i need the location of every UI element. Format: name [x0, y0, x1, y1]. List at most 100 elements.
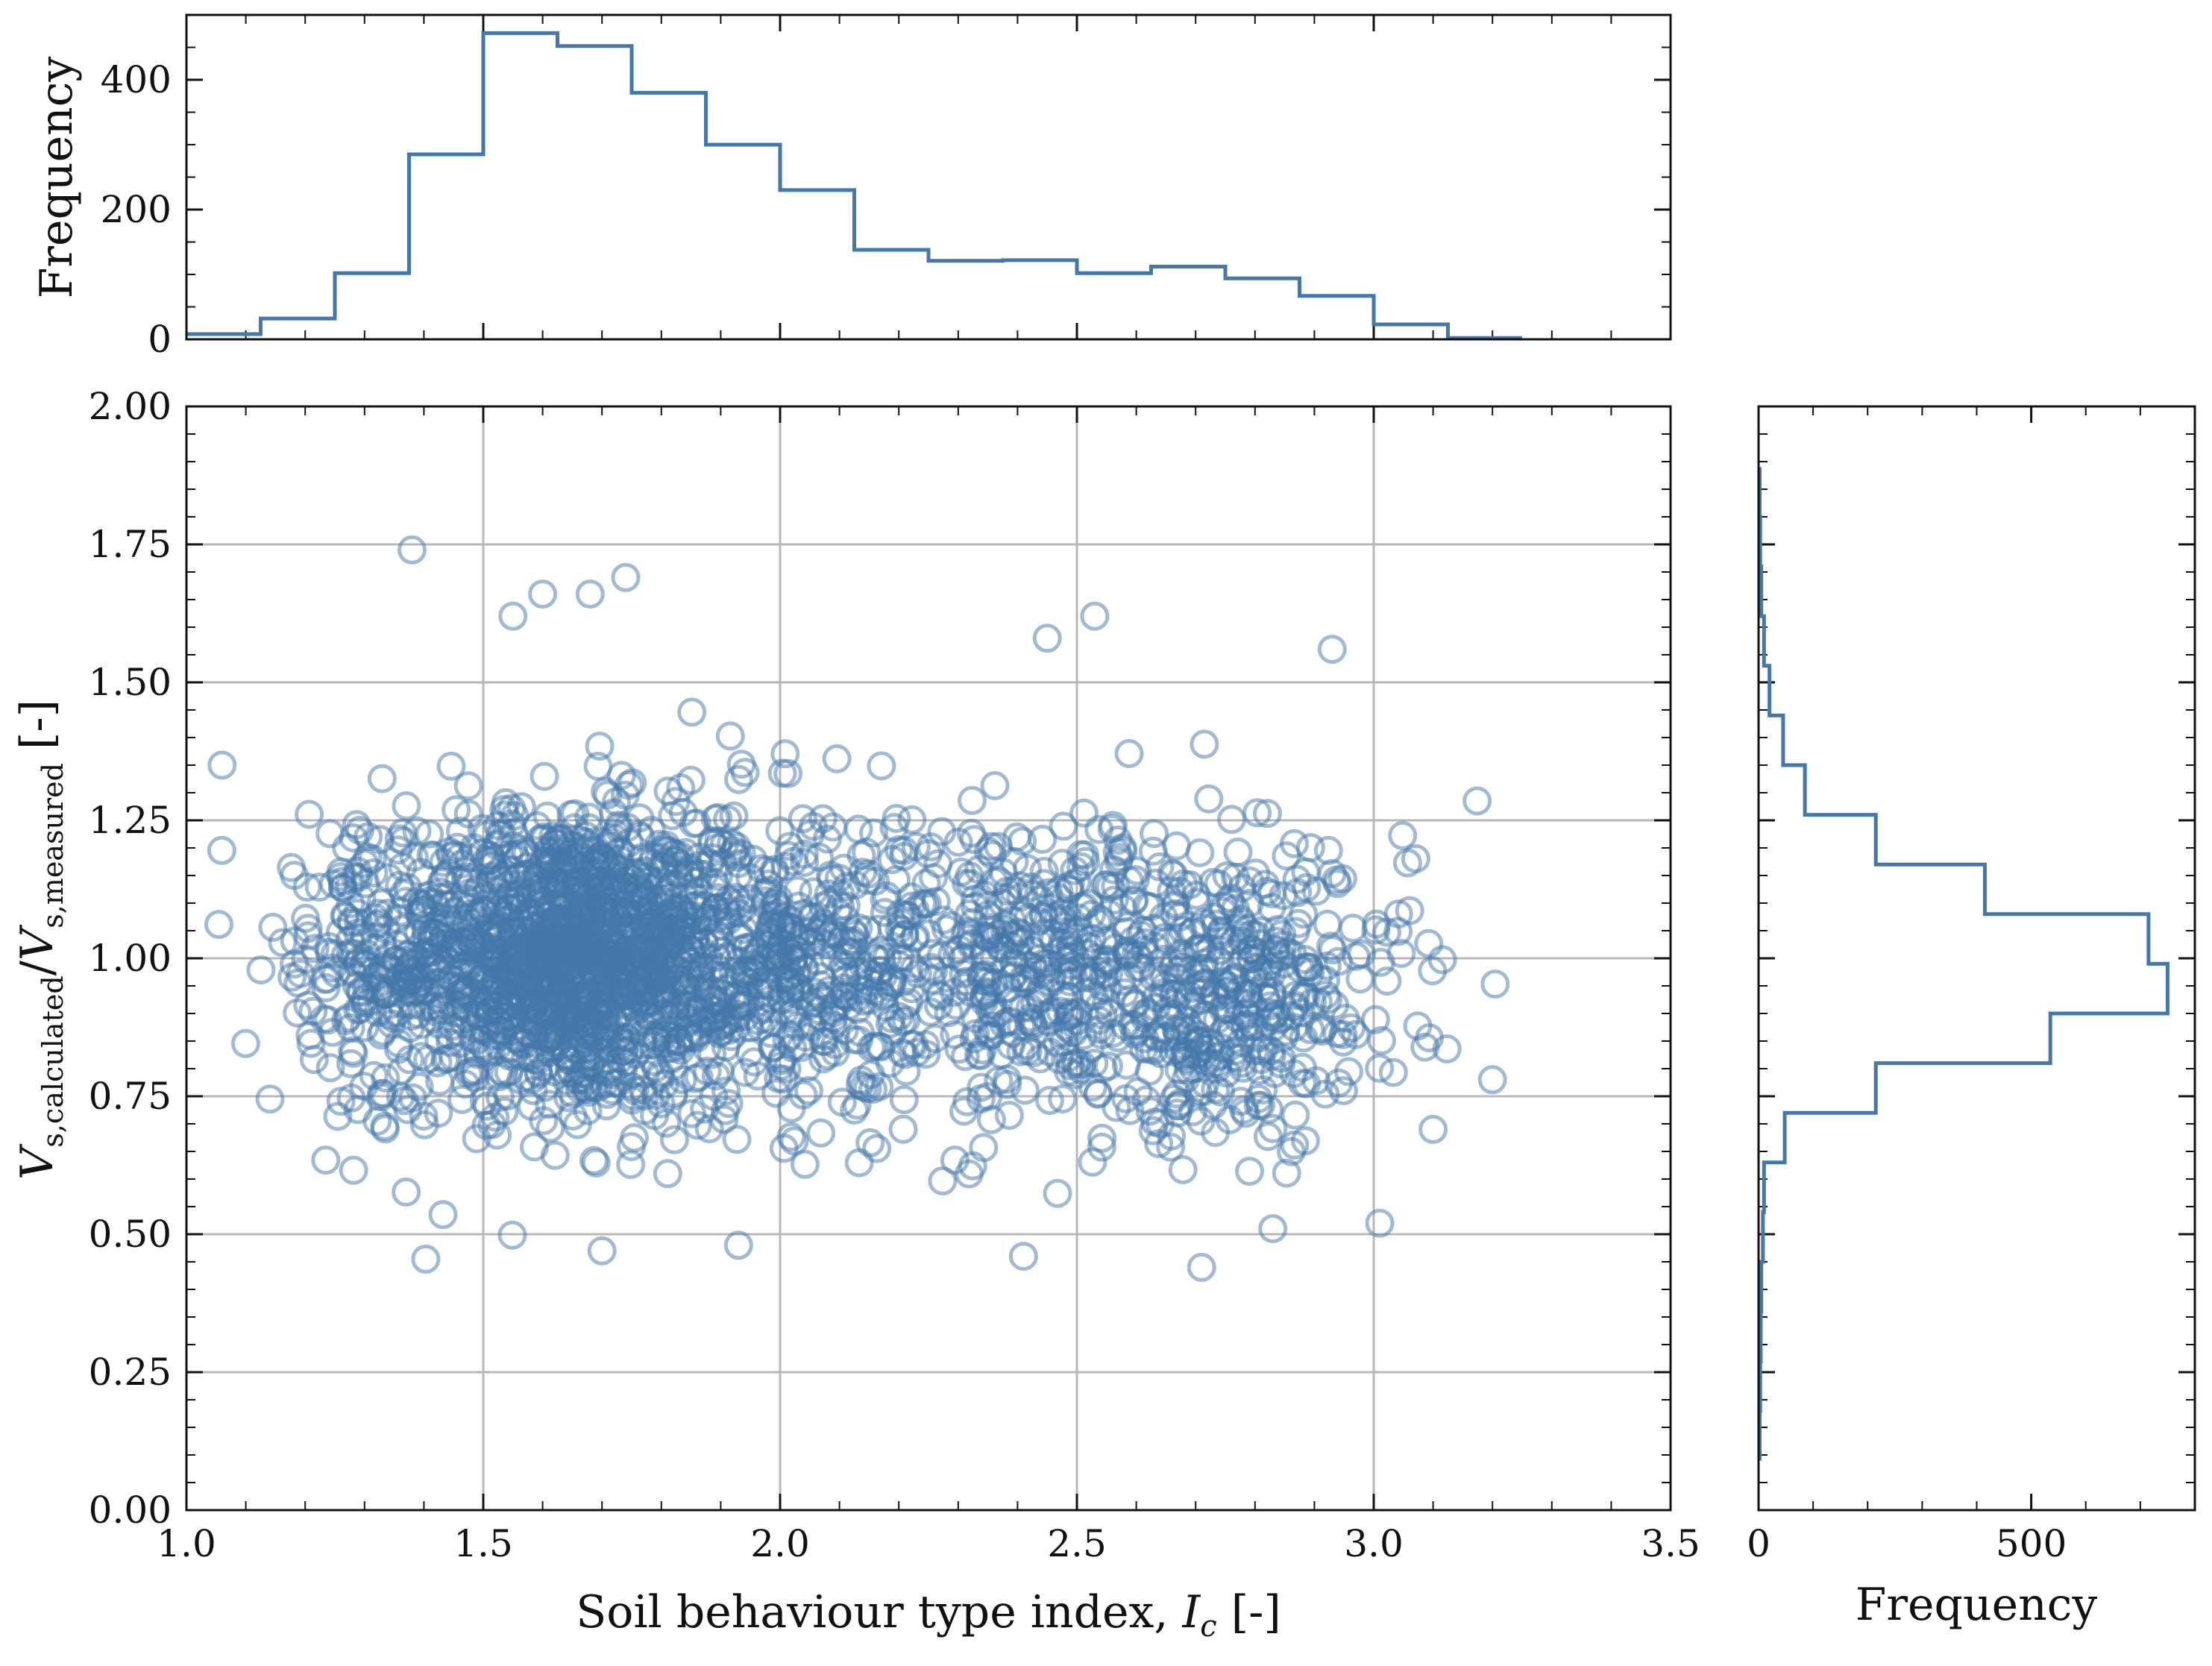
scatter-point: [325, 917, 355, 947]
scatter-point: [508, 933, 538, 963]
scatter-point: [689, 928, 719, 958]
scatter-point: [367, 764, 397, 793]
scatter-point: [1367, 1025, 1396, 1055]
scatter-point: [335, 925, 365, 955]
scatter-point: [1095, 872, 1125, 902]
scatter-point: [623, 861, 653, 890]
scatter-point: [425, 1066, 454, 1096]
scatter-point: [313, 1005, 343, 1035]
scatter-point: [849, 986, 879, 1016]
scatter-point: [972, 966, 1002, 996]
scatter-point: [838, 917, 868, 946]
scatter-point: [293, 914, 323, 943]
scatter-point: [891, 1057, 921, 1087]
scatter-point: [887, 1037, 917, 1067]
scatter-point: [902, 959, 932, 989]
scatter-point: [1094, 958, 1124, 988]
scatter-point: [406, 1010, 436, 1040]
scatter-point: [517, 1091, 546, 1121]
scatter-point: [1365, 1208, 1395, 1238]
scatter-ytick-label-3: 0.75: [89, 1075, 172, 1118]
scatter-point: [449, 991, 479, 1021]
scatter-point: [638, 1046, 667, 1076]
scatter-ytick-label-6: 1.50: [89, 661, 172, 704]
scatter-point: [1099, 811, 1128, 840]
scatter-point: [684, 1062, 714, 1092]
scatter-point: [1294, 952, 1324, 982]
scatter-point: [603, 1022, 632, 1051]
scatter-point: [1190, 954, 1219, 983]
scatter-ytick-label-2: 0.50: [89, 1213, 172, 1256]
scatter-point: [366, 888, 396, 918]
scatter-point: [395, 1045, 424, 1075]
scatter-point: [414, 880, 444, 910]
scatter-point: [341, 939, 371, 969]
scatter-point: [1241, 858, 1271, 888]
scatter-point: [487, 819, 517, 849]
scatter-point: [323, 1101, 353, 1131]
scatter-point: [1114, 739, 1144, 768]
scatter-point: [392, 791, 421, 820]
scatter-point: [910, 890, 940, 920]
scatter-point: [295, 799, 324, 829]
scatter-point: [575, 579, 605, 609]
scatter-point: [1190, 729, 1219, 759]
scatter-point: [575, 831, 604, 861]
scatter-point: [277, 852, 307, 882]
scatter-point: [663, 1027, 693, 1057]
scatter-point: [491, 788, 521, 817]
right-histogram-frame: [1757, 405, 2196, 1512]
scatter-point: [1418, 1114, 1448, 1144]
scatter-point: [462, 1124, 491, 1154]
scatter-point: [1138, 1116, 1168, 1145]
scatter-point: [679, 809, 708, 838]
scatter-point: [611, 562, 641, 592]
scatter-point: [1162, 831, 1192, 861]
scatter-point: [555, 928, 585, 958]
scatter-point: [887, 1007, 917, 1037]
scatter-point: [929, 905, 958, 935]
scatter-point: [779, 1126, 809, 1156]
scatter-point: [424, 1025, 454, 1055]
scatter-point: [1187, 1252, 1216, 1282]
scatter-point: [758, 1033, 788, 1063]
scatter-point: [501, 899, 531, 929]
scatter-point: [1140, 931, 1169, 961]
scatter-point: [1258, 1214, 1288, 1244]
scatter-point: [701, 1061, 731, 1091]
scatter-point: [870, 992, 900, 1022]
scatter-point: [447, 849, 477, 878]
scatter-point: [897, 974, 926, 1004]
scatter-point: [1221, 894, 1250, 923]
scatter-point: [1323, 869, 1352, 899]
scatter-point: [1002, 988, 1031, 1018]
scatter-point: [1225, 949, 1255, 978]
scatter-point: [1042, 1028, 1072, 1057]
scatter-point: [1139, 914, 1169, 943]
scatter-point: [1063, 903, 1093, 933]
scatter-point: [666, 773, 696, 802]
scatter-point: [810, 1027, 840, 1057]
scatter-point: [890, 920, 920, 949]
scatter-point: [775, 832, 805, 861]
scatter-point: [999, 925, 1028, 955]
top-ytick-label-1: 200: [101, 188, 172, 231]
scatter-point: [1181, 880, 1211, 910]
scatter-point: [764, 1063, 794, 1093]
scatter-point: [1087, 1132, 1116, 1162]
scatter-point: [994, 1101, 1024, 1131]
scatter-point: [1223, 837, 1253, 867]
scatter-point: [790, 848, 820, 877]
scatter-point: [520, 1132, 549, 1162]
scatter-point: [812, 824, 842, 854]
scatter-point: [659, 868, 688, 898]
scatter-point: [1083, 1079, 1113, 1109]
scatter-point: [1252, 799, 1282, 829]
scatter-xtick-label-5: 3.5: [1641, 1522, 1700, 1565]
scatter-point: [1149, 964, 1179, 993]
scatter-point: [595, 922, 625, 952]
scatter-point: [315, 819, 345, 849]
scatter-point: [1272, 1158, 1301, 1188]
scatter-point: [542, 932, 572, 962]
